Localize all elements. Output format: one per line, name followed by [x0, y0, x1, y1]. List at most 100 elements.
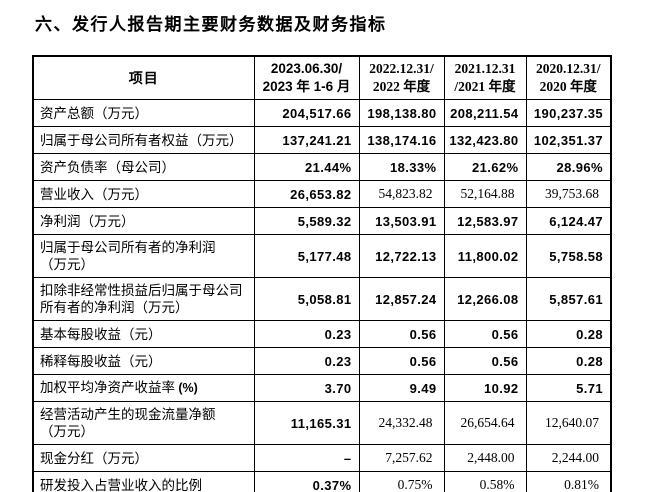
value-cell: 0.28 [525, 347, 612, 375]
row-label: 稀释每股收益（元） [32, 347, 255, 375]
value-cell: 138,174.16 [358, 126, 445, 154]
value-cell: 54,823.82 [358, 180, 445, 208]
row-label: 归属于母公司所有者权益（万元） [32, 126, 255, 154]
value-cell: 0.75% [358, 471, 445, 492]
value-cell: 137,241.21 [253, 126, 360, 154]
row-label: 扣除非经常性损益后归属于母公司 所有者的净利润（万元） [32, 277, 255, 321]
row-label-line: 加权平均净资产收益率 [40, 380, 175, 395]
value-cell: 204,517.66 [253, 99, 360, 127]
value-cell: 0.56 [358, 320, 445, 348]
value-cell: 21.62% [443, 153, 527, 181]
value-cell: 11,800.02 [443, 234, 527, 278]
row-label: 资产负债率（母公司） [32, 153, 255, 181]
value-cell: 2,448.00 [443, 444, 527, 472]
row-label-line: 研发投入占营业收入的比例 [40, 477, 202, 492]
value-cell: 21.44% [253, 153, 360, 181]
period-header-line: 2023 年 1-6 月 [262, 79, 351, 94]
table-row: 现金分红（万元） –7,257.62 2,448.00 2,244.00 [32, 444, 612, 472]
value-cell: 18.33% [358, 153, 445, 181]
row-label: 现金分红（万元） [32, 444, 255, 472]
table-row: 扣除非经常性损益后归属于母公司 所有者的净利润（万元） 5,058.81 12,857… [32, 277, 612, 321]
row-label-line: 稀释每股收益（元） [40, 353, 162, 369]
period-header-line: 2021.12.31 [454, 61, 516, 77]
period-header-line: /2021 年度 [454, 79, 516, 94]
row-label: 经营活动产生的现金流量净额 （万元） [32, 401, 255, 445]
row-label-line: 资产负债率（母公司） [40, 159, 175, 175]
row-label-line: 所有者的净利润（万元） [40, 300, 189, 315]
value-cell: 5,058.81 [253, 277, 360, 321]
value-cell: 12,722.13 [358, 234, 445, 278]
value-cell: 39,753.68 [525, 180, 612, 208]
value-cell: 9.49 [358, 374, 445, 402]
table-row: 经营活动产生的现金流量净额 （万元） 11,165.31 24,332.48 26,65… [32, 401, 612, 445]
row-label-line: 归属于母公司所有者的净利润 [40, 240, 216, 255]
value-cell: 0.56 [443, 320, 527, 348]
value-cell: 5,177.48 [253, 234, 360, 278]
period-header-line: 2020 年度 [539, 79, 597, 94]
row-label: 加权平均净资产收益率 (%) [32, 374, 255, 402]
period-header-line: 2022.12.31/ [369, 61, 434, 77]
row-label-line: （万元） [40, 257, 94, 272]
table-row: 资产总额（万元） 204,517.66 198,138.80 208,211.54 19… [32, 99, 612, 127]
value-cell: 13,503.91 [358, 207, 445, 235]
table-row: 归属于母公司所有者权益（万元） 137,241.21 138,174.16 132,4… [32, 126, 612, 154]
period-column-header: 2020.12.31/2020 年度 [525, 55, 612, 100]
period-column-header: 2023.06.30/2023 年 1-6 月 [253, 55, 360, 100]
row-label-line: 现金分红（万元） [40, 450, 148, 466]
table-header-row: 项目 2023.06.30/2023 年 1-6 月 2022.12.31/202… [32, 55, 612, 100]
value-cell: 5,857.61 [525, 277, 612, 321]
value-cell: 132,423.80 [443, 126, 527, 154]
value-cell: 0.58% [443, 471, 527, 492]
table-row: 营业收入（万元） 26,653.82 54,823.82 52,164.88 39,75… [32, 180, 612, 208]
value-cell: 24,332.48 [358, 401, 445, 445]
table-row: 资产负债率（母公司） 21.44% 18.33% 21.62% 28.96% [32, 153, 612, 181]
value-cell: 208,211.54 [443, 99, 527, 127]
value-cell: 0.81% [525, 471, 612, 492]
table-row: 基本每股收益（元） 0.23 0.56 0.56 0.28 [32, 320, 612, 348]
row-label-line: 资产总额（万元） [40, 105, 148, 121]
row-label: 净利润（万元） [32, 207, 255, 235]
value-cell: 0.23 [253, 347, 360, 375]
period-column-header: 2022.12.31/2022 年度 [358, 55, 445, 100]
row-label-line: 扣除非经常性损益后归属于母公司 [40, 283, 243, 298]
value-cell: 0.56 [358, 347, 445, 375]
table-row: 归属于母公司所有者的净利润 （万元） 5,177.48 12,722.13 11,800… [32, 234, 612, 278]
value-cell: 26,653.82 [253, 180, 360, 208]
row-label-line: （万元） [40, 424, 94, 439]
value-cell: 5.71 [525, 374, 612, 402]
table-row: 研发投入占营业收入的比例 0.37% 0.75% 0.58% 0.81% [32, 471, 612, 492]
row-label-line: 净利润（万元） [40, 213, 135, 229]
value-cell: 3.70 [253, 374, 360, 402]
value-cell: 7,257.62 [358, 444, 445, 472]
item-column-header: 项目 [32, 55, 255, 100]
row-label-line: 营业收入（万元） [40, 186, 148, 202]
value-cell: 12,583.97 [443, 207, 527, 235]
value-cell: 6,124.47 [525, 207, 612, 235]
row-label: 研发投入占营业收入的比例 [32, 471, 255, 492]
value-cell: 0.37% [253, 471, 360, 492]
value-cell: 28.96% [525, 153, 612, 181]
value-cell: 11,165.31 [253, 401, 360, 445]
financial-data-table: 项目 2023.06.30/2023 年 1-6 月 2022.12.31/202… [32, 55, 612, 492]
value-cell: 26,654.64 [443, 401, 527, 445]
period-column-header: 2021.12.31/2021 年度 [443, 55, 527, 100]
period-header-line: 2022 年度 [372, 79, 431, 94]
row-label: 基本每股收益（元） [32, 320, 255, 348]
row-label-suffix: (%) [178, 381, 198, 395]
value-cell: 12,640.07 [525, 401, 612, 445]
table-row: 净利润（万元） 5,589.32 13,503.91 12,583.97 6,124.4… [32, 207, 612, 235]
row-label-line: 归属于母公司所有者权益（万元） [40, 132, 243, 148]
value-cell: – [253, 444, 360, 472]
row-label-line: 基本每股收益（元） [40, 326, 162, 342]
value-cell: 5,589.32 [253, 207, 360, 235]
row-label: 资产总额（万元） [32, 99, 255, 127]
value-cell: 2,244.00 [525, 444, 612, 472]
value-cell: 0.28 [525, 320, 612, 348]
value-cell: 102,351.37 [525, 126, 612, 154]
row-label: 归属于母公司所有者的净利润 （万元） [32, 234, 255, 278]
table-body: 资产总额（万元） 204,517.66 198,138.80 208,211.54 19… [32, 99, 612, 492]
value-cell: 0.56 [443, 347, 527, 375]
row-label-line: 经营活动产生的现金流量净额 [40, 407, 216, 422]
table-row: 加权平均净资产收益率 (%) 3.70 9.49 10.92 5.71 [32, 374, 612, 402]
